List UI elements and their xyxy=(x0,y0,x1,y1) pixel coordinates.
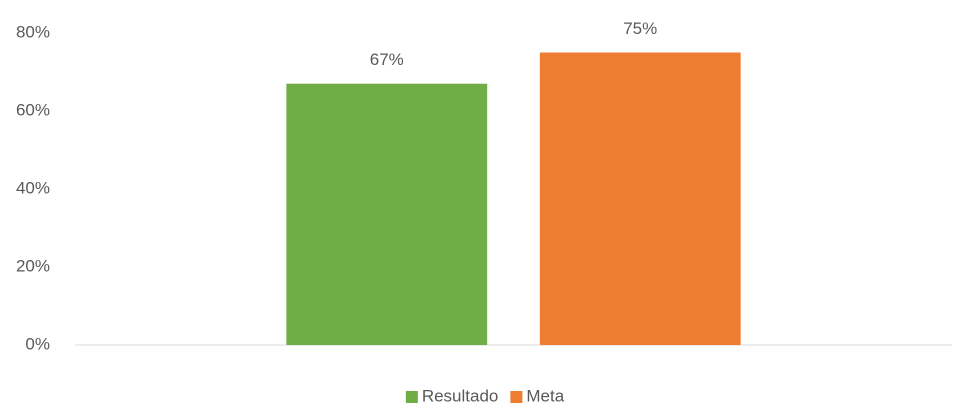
y-tick-label: 40% xyxy=(16,178,50,197)
data-label: 67% xyxy=(370,50,404,69)
data-label: 75% xyxy=(623,19,657,38)
y-tick-label: 60% xyxy=(16,100,50,119)
legend-label: Meta xyxy=(526,386,564,405)
y-tick-label: 80% xyxy=(16,22,50,41)
y-tick-label: 0% xyxy=(25,334,50,353)
bar xyxy=(286,83,488,345)
bar xyxy=(539,52,741,345)
legend-label: Resultado xyxy=(422,386,499,405)
y-tick-label: 20% xyxy=(16,256,50,275)
legend-swatch xyxy=(405,391,418,403)
legend-swatch xyxy=(510,391,523,403)
